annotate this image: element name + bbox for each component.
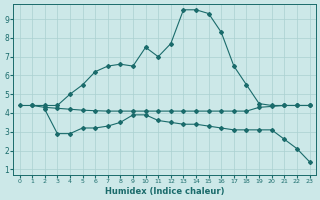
- X-axis label: Humidex (Indice chaleur): Humidex (Indice chaleur): [105, 187, 224, 196]
